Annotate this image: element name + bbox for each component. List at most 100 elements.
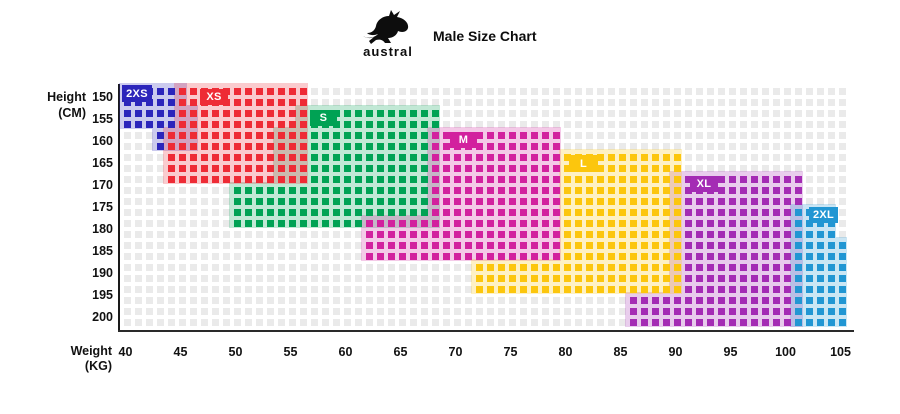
- size-cell: [531, 264, 538, 271]
- size-cell: [432, 198, 439, 205]
- grid-cell: [124, 286, 131, 293]
- grid-cell: [267, 297, 274, 304]
- size-cell: [784, 187, 791, 194]
- grid-cell: [586, 143, 593, 150]
- grid-cell: [212, 220, 219, 227]
- size-cell: [608, 176, 615, 183]
- grid-cell: [641, 132, 648, 139]
- size-cell: [465, 165, 472, 172]
- size-cell: [718, 198, 725, 205]
- grid-cell: [223, 198, 230, 205]
- size-cell: [399, 154, 406, 161]
- size-cell: [685, 253, 692, 260]
- size-cell: [520, 220, 527, 227]
- size-cell: [718, 297, 725, 304]
- size-cell: [278, 99, 285, 106]
- grid-cell: [740, 121, 747, 128]
- grid-cell: [124, 187, 131, 194]
- size-cell: [410, 242, 417, 249]
- size-cell: [487, 209, 494, 216]
- grid-cell: [707, 132, 714, 139]
- size-cell: [674, 308, 681, 315]
- size-cell: [201, 154, 208, 161]
- grid-cell: [564, 132, 571, 139]
- size-cell: [674, 231, 681, 238]
- grid-cell: [487, 88, 494, 95]
- size-cell: [740, 198, 747, 205]
- size-cell: [784, 209, 791, 216]
- size-cell: [729, 253, 736, 260]
- size-cell: [685, 308, 692, 315]
- size-cell: [432, 121, 439, 128]
- size-cell: [619, 253, 626, 260]
- grid-cell: [564, 308, 571, 315]
- size-cell: [707, 242, 714, 249]
- grid-cell: [410, 297, 417, 304]
- size-cell: [575, 209, 582, 216]
- grid-cell: [223, 220, 230, 227]
- y-axis-title: Height (CM): [26, 89, 86, 121]
- size-cell: [531, 209, 538, 216]
- size-cell: [245, 88, 252, 95]
- size-cell: [751, 275, 758, 282]
- grid-cell: [553, 88, 560, 95]
- size-cell: [223, 121, 230, 128]
- size-cell: [410, 121, 417, 128]
- size-cell: [597, 165, 604, 172]
- size-cell: [597, 198, 604, 205]
- grid-cell: [179, 242, 186, 249]
- grid-cell: [806, 198, 813, 205]
- size-cell: [553, 220, 560, 227]
- grid-cell: [542, 308, 549, 315]
- grid-cell: [817, 176, 824, 183]
- size-cell: [344, 143, 351, 150]
- size-cell: [223, 132, 230, 139]
- grid-cell: [322, 319, 329, 326]
- size-cell: [729, 308, 736, 315]
- grid-cell: [135, 165, 142, 172]
- size-cell: [619, 209, 626, 216]
- grid-cell: [586, 110, 593, 117]
- size-cell: [234, 220, 241, 227]
- size-cell: [542, 242, 549, 249]
- grid-cell: [344, 308, 351, 315]
- size-cell: [234, 187, 241, 194]
- size-cell: [487, 143, 494, 150]
- size-cell: [388, 253, 395, 260]
- grid-cell: [685, 99, 692, 106]
- grid-cell: [223, 187, 230, 194]
- size-cell: [553, 231, 560, 238]
- grid-cell: [487, 308, 494, 315]
- size-cell: [498, 143, 505, 150]
- size-cell: [388, 132, 395, 139]
- size-cell: [157, 121, 164, 128]
- grid-cell: [366, 308, 373, 315]
- size-cell: [432, 253, 439, 260]
- size-cell: [333, 132, 340, 139]
- grid-cell: [773, 121, 780, 128]
- size-cell: [388, 143, 395, 150]
- grid-cell: [135, 187, 142, 194]
- grid-cell: [773, 143, 780, 150]
- grid-cell: [289, 275, 296, 282]
- size-cell: [289, 176, 296, 183]
- grid-cell: [333, 275, 340, 282]
- size-cell: [487, 231, 494, 238]
- size-cell: [520, 165, 527, 172]
- size-cell: [751, 297, 758, 304]
- size-cell: [586, 253, 593, 260]
- size-cell: [487, 176, 494, 183]
- size-cell: [751, 231, 758, 238]
- grid-cell: [179, 231, 186, 238]
- size-cell: [124, 121, 131, 128]
- grid-cell: [619, 297, 626, 304]
- grid-cell: [311, 242, 318, 249]
- size-cell: [663, 187, 670, 194]
- grid-cell: [223, 319, 230, 326]
- size-cell: [839, 308, 846, 315]
- grid-cell: [454, 88, 461, 95]
- grid-cell: [410, 99, 417, 106]
- grid-cell: [146, 176, 153, 183]
- size-cell: [542, 253, 549, 260]
- grid-cell: [641, 110, 648, 117]
